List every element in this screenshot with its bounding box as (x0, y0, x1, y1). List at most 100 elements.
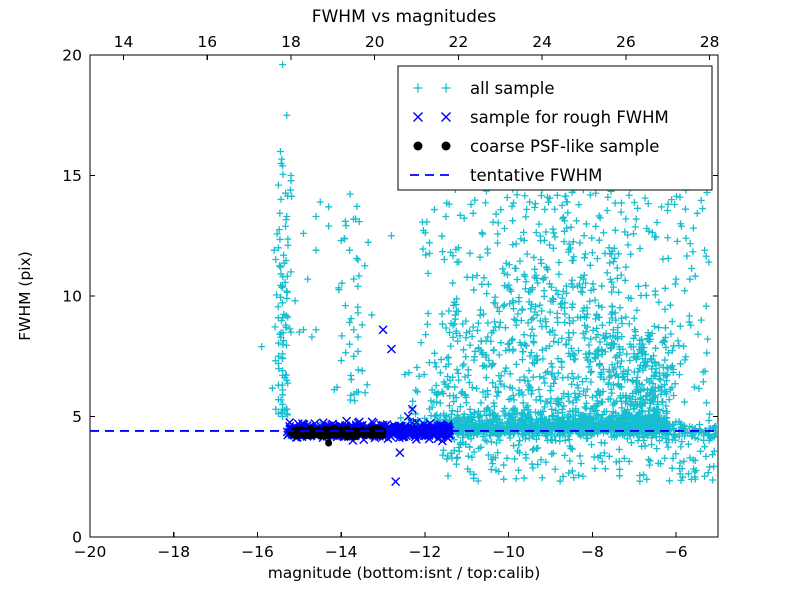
data-point-plus (636, 472, 644, 480)
data-point-plus (659, 255, 667, 263)
data-point-plus (579, 472, 587, 480)
data-point-plus (452, 460, 460, 468)
data-point-plus (511, 264, 519, 272)
data-point-plus (537, 397, 545, 405)
data-point-plus (581, 322, 589, 330)
data-point-plus (614, 381, 622, 389)
data-point-plus (671, 380, 679, 388)
data-point-plus (483, 387, 491, 395)
legend[interactable]: all sample sample for rough FWHM coarse PS… (397, 65, 713, 191)
data-point-plus (546, 308, 554, 316)
data-point-plus (582, 375, 590, 383)
data-point-plus (621, 410, 629, 418)
data-point-plus (490, 327, 498, 335)
data-point-plus (474, 319, 482, 327)
data-point-plus (481, 393, 489, 401)
data-point-plus (681, 356, 689, 364)
data-point-plus (282, 341, 290, 349)
data-point-plus (434, 389, 442, 397)
data-point-plus (342, 349, 350, 357)
data-point-plus (681, 287, 689, 295)
data-point-plus (470, 410, 478, 418)
data-point-plus (650, 406, 658, 414)
data-point-plus (624, 366, 632, 374)
data-point-plus (278, 155, 286, 163)
data-point-plus (548, 363, 556, 371)
data-point-plus (565, 397, 573, 405)
data-point-plus (502, 324, 510, 332)
data-point-plus (534, 279, 542, 287)
data-point-plus (502, 364, 510, 372)
data-point-plus (562, 198, 570, 206)
data-point-plus (574, 313, 582, 321)
data-point-plus (614, 328, 622, 336)
data-point-plus (624, 241, 632, 249)
data-point-plus (484, 319, 492, 327)
data-point-plus (671, 280, 679, 288)
data-point-plus (422, 251, 430, 259)
data-point-plus (453, 295, 461, 303)
legend-item-coarse-psf-like-sample[interactable]: coarse PSF-like sample (413, 137, 660, 156)
data-point-plus (424, 269, 432, 277)
data-point-plus (587, 378, 595, 386)
data-point-plus (665, 477, 673, 485)
data-point-plus (672, 450, 680, 458)
data-point-plus (528, 460, 536, 468)
data-point-plus (559, 215, 567, 223)
data-point-plus (617, 199, 625, 207)
data-point-plus (658, 386, 666, 394)
data-point-plus (671, 430, 679, 438)
data-point-plus (638, 335, 646, 343)
data-point-plus (575, 201, 583, 209)
data-point-plus (682, 353, 690, 361)
data-point-plus (681, 205, 689, 213)
data-point-plus (666, 386, 674, 394)
data-point-plus (627, 250, 635, 258)
data-point-plus (642, 392, 650, 400)
data-point-plus (280, 337, 288, 345)
legend-item-sample-for-rough-fwhm[interactable]: sample for rough FWHM (413, 108, 669, 127)
data-point-plus (593, 310, 601, 318)
top-tick-label: 28 (700, 33, 720, 51)
data-point-plus (427, 397, 435, 405)
data-point-plus (419, 227, 427, 235)
data-point-plus (634, 350, 642, 358)
data-point-plus (449, 279, 457, 287)
data-point-plus (634, 388, 642, 396)
legend-item-tentative-fwhm[interactable]: tentative FWHM (410, 166, 602, 185)
data-point-plus (592, 222, 600, 230)
data-point-plus (530, 253, 538, 261)
data-point-plus (551, 432, 559, 440)
data-point-plus (688, 423, 696, 431)
data-point-plus (342, 222, 350, 230)
data-point-x (438, 421, 448, 431)
data-point-plus (284, 313, 292, 321)
data-point-plus (486, 425, 494, 433)
data-point-x (318, 418, 328, 428)
data-point-plus (662, 343, 670, 351)
data-point-plus (450, 301, 458, 309)
data-point-plus (462, 353, 470, 361)
data-point-plus (494, 449, 502, 457)
data-point-plus (567, 344, 575, 352)
data-point-plus (586, 261, 594, 269)
legend-item-all-sample[interactable]: all sample (413, 79, 555, 98)
data-point-plus (433, 411, 441, 419)
data-point-plus (506, 414, 514, 422)
data-point-plus (527, 332, 535, 340)
data-point-plus (597, 370, 605, 378)
data-point-plus (697, 316, 705, 324)
data-point-plus (705, 436, 713, 444)
data-point-plus (686, 240, 694, 248)
data-point-plus (439, 451, 447, 459)
data-point-plus (561, 310, 569, 318)
data-point-plus (636, 245, 644, 253)
data-point-plus (567, 280, 575, 288)
data-point-x (441, 112, 451, 122)
data-point-plus (440, 446, 448, 454)
data-point-plus (525, 420, 533, 428)
data-point-plus (363, 381, 371, 389)
data-point-plus (601, 465, 609, 473)
data-point-plus (559, 287, 567, 295)
data-point-plus (541, 274, 549, 282)
